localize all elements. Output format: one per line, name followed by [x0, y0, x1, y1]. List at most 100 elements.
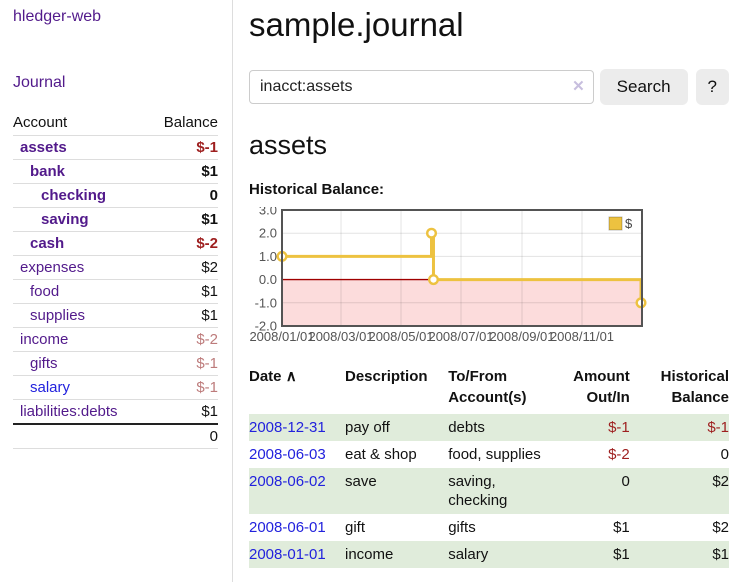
transaction-description: pay off: [345, 418, 390, 436]
transaction-tofrom: salary: [448, 545, 489, 563]
svg-text:2008/01/01: 2008/01/01: [249, 329, 314, 344]
accounts-header-account: Account: [13, 114, 68, 131]
account-link-bank[interactable]: bank: [30, 163, 66, 180]
account-row: assets $-1: [13, 135, 218, 160]
account-link-food[interactable]: food: [30, 283, 60, 300]
transaction-date-link[interactable]: 2008-06-03: [249, 445, 326, 463]
help-button[interactable]: ?: [695, 69, 729, 105]
svg-text:2008/03/01: 2008/03/01: [308, 329, 373, 344]
column-header-balance: Historical Balance: [660, 367, 729, 406]
transaction-row: 2008-06-01 gift gifts $1 $2: [249, 514, 729, 541]
svg-text:-1.0: -1.0: [255, 295, 277, 310]
account-balance: $1: [201, 283, 218, 300]
sort-ascending-icon: ∧: [285, 367, 297, 385]
column-header-date[interactable]: Date ∧: [249, 367, 297, 385]
account-link-saving[interactable]: saving: [41, 211, 89, 228]
account-balance: $1: [201, 163, 218, 180]
column-header-amount: Amount Out/In: [573, 367, 630, 406]
transactions-table: Date ∧ Description To/From Account(s) Am…: [249, 364, 729, 568]
transaction-date-link[interactable]: 2008-12-31: [249, 418, 326, 436]
account-balance: $-1: [196, 379, 218, 396]
account-row: saving $1: [13, 207, 218, 232]
account-heading: assets: [249, 129, 328, 160]
transaction-tofrom: food, supplies: [448, 445, 541, 463]
account-row: food $1: [13, 279, 218, 304]
account-link-salary[interactable]: salary: [30, 379, 71, 396]
svg-text:1.0: 1.0: [259, 248, 277, 263]
transaction-row: 2008-12-31 pay off debts $-1 $-1: [249, 413, 729, 441]
account-balance: $-1: [196, 139, 218, 156]
account-link-supplies[interactable]: supplies: [30, 307, 86, 324]
column-header-description: Description: [345, 367, 428, 385]
historical-balance-chart: $3.0 2.0 1.0 0.0 -1.0 -2.02008/01/012008/03/0…: [249, 202, 647, 344]
account-link-checking[interactable]: checking: [41, 187, 107, 204]
search-input-wrap: ✕: [249, 69, 594, 104]
search-input[interactable]: [249, 69, 594, 104]
accounts-total-balance: 0: [209, 428, 218, 445]
transaction-amount: $-2: [608, 445, 630, 463]
account-balance: $-2: [196, 235, 218, 252]
transaction-amount: $1: [613, 545, 630, 563]
search-button[interactable]: Search: [599, 69, 688, 105]
transaction-balance: $2: [712, 518, 729, 536]
sidebar-item-journal[interactable]: Journal: [13, 74, 66, 91]
accounts-total-row: 0: [13, 424, 218, 449]
account-balance: $1: [201, 211, 218, 228]
transaction-description: gift: [345, 518, 366, 536]
account-row: liabilities:debts $1: [13, 399, 218, 425]
sidebar: hledger-web Journal Account Balance asse…: [0, 0, 233, 582]
transaction-tofrom: debts: [448, 418, 485, 436]
transaction-balance: 0: [720, 445, 729, 463]
account-row: cash $-2: [13, 231, 218, 256]
chart-title: Historical Balance:: [249, 180, 385, 198]
account-link-income[interactable]: income: [20, 331, 69, 348]
svg-text:3.0: 3.0: [259, 207, 277, 218]
page-title: sample.journal: [249, 6, 464, 43]
transaction-description: income: [345, 545, 394, 563]
accounts-table: Account Balance assets $-1 bank $1 checking 0…: [13, 111, 218, 449]
search-form: ✕ Search ?: [249, 69, 729, 105]
account-balance: $-2: [196, 331, 218, 348]
svg-text:2008/11/01: 2008/11/01: [550, 329, 614, 344]
account-row: gifts $-1: [13, 351, 218, 376]
account-balance: $1: [201, 403, 218, 420]
transaction-amount: $-1: [608, 418, 630, 436]
account-balance: $1: [201, 307, 218, 324]
account-link-expenses[interactable]: expenses: [20, 259, 85, 276]
accounts-header-balance: Balance: [163, 114, 218, 131]
transaction-tofrom: saving, checking: [448, 472, 508, 509]
svg-text:2008/09/01: 2008/09/01: [489, 329, 554, 344]
account-balance: $-1: [196, 355, 218, 372]
transaction-amount: $1: [613, 518, 630, 536]
transaction-date-link[interactable]: 2008-06-02: [249, 472, 326, 490]
transaction-amount: 0: [621, 472, 630, 490]
account-row: expenses $2: [13, 255, 218, 280]
account-balance: 0: [209, 187, 218, 204]
transaction-date-link[interactable]: 2008-06-01: [249, 518, 326, 536]
account-row: supplies $1: [13, 303, 218, 328]
clear-search-icon[interactable]: ✕: [572, 77, 585, 95]
transaction-tofrom: gifts: [448, 518, 476, 536]
svg-text:-2.0: -2.0: [255, 318, 277, 333]
svg-text:2.0: 2.0: [259, 225, 277, 240]
account-row: income $-2: [13, 327, 218, 352]
transaction-date-link[interactable]: 2008-01-01: [249, 545, 326, 563]
transaction-description: eat & shop: [345, 445, 417, 463]
main-content: sample.journal ✕ Search ? assets Histori…: [233, 0, 742, 582]
transaction-description: save: [345, 472, 377, 490]
app-brand-link[interactable]: hledger-web: [13, 8, 102, 25]
transaction-balance: $1: [712, 545, 729, 563]
account-balance: $2: [201, 259, 218, 276]
transactions-header-row: Date ∧ Description To/From Account(s) Am…: [249, 364, 729, 414]
transaction-balance: $2: [712, 472, 729, 490]
svg-text:2008/07/01: 2008/07/01: [428, 329, 493, 344]
account-link-cash[interactable]: cash: [30, 235, 65, 252]
svg-text:$: $: [625, 216, 633, 231]
transaction-row: 2008-06-02 save saving, checking 0 $2: [249, 467, 729, 514]
account-row: checking 0: [13, 183, 218, 208]
account-link-gifts[interactable]: gifts: [30, 355, 58, 372]
accounts-table-body: assets $-1 bank $1 checking 0 saving $1 cash $-2 e…: [13, 135, 218, 449]
account-link-liabilities-debts[interactable]: liabilities:debts: [20, 403, 118, 420]
account-link-assets[interactable]: assets: [20, 139, 67, 156]
